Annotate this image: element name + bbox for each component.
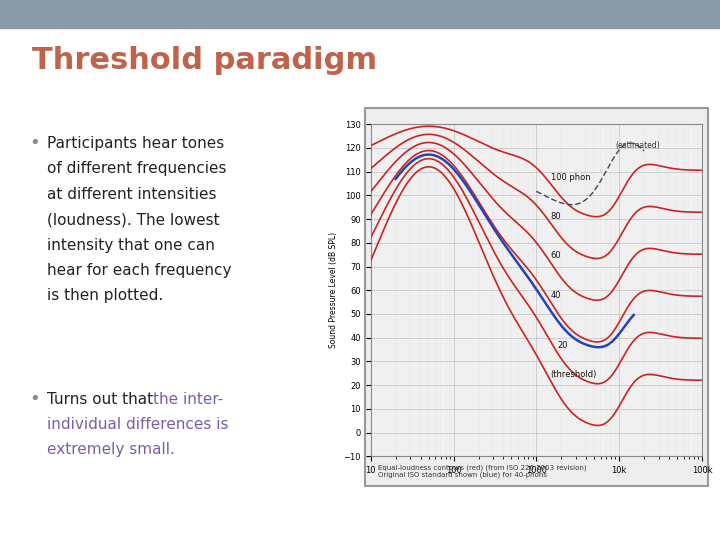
Text: 60: 60 — [551, 252, 562, 260]
Text: 20: 20 — [557, 341, 568, 350]
FancyBboxPatch shape — [365, 108, 708, 486]
Text: •: • — [29, 134, 40, 152]
Text: 100 phon: 100 phon — [551, 173, 590, 181]
Text: the inter-: the inter- — [153, 392, 224, 407]
Text: Threshold paradigm: Threshold paradigm — [32, 46, 377, 75]
Text: hear for each frequency: hear for each frequency — [47, 263, 231, 278]
Text: Equal-loudness contours (red) (from ISO 226:2003 revision)
Original ISO standard: Equal-loudness contours (red) (from ISO … — [378, 464, 587, 478]
Text: (estimated): (estimated) — [616, 141, 660, 150]
Text: Participants hear tones: Participants hear tones — [47, 136, 224, 151]
Text: Turns out that: Turns out that — [47, 392, 158, 407]
Text: intensity that one can: intensity that one can — [47, 238, 215, 253]
Text: (threshold): (threshold) — [551, 370, 597, 379]
Text: •: • — [29, 390, 40, 408]
Text: 40: 40 — [551, 291, 561, 300]
Text: at different intensities: at different intensities — [47, 187, 216, 202]
Text: 80: 80 — [551, 212, 562, 221]
Text: (loudness). The lowest: (loudness). The lowest — [47, 212, 220, 227]
Text: extremely small.: extremely small. — [47, 442, 175, 457]
Y-axis label: Sound Pressure Level (dB SPL): Sound Pressure Level (dB SPL) — [329, 232, 338, 348]
Bar — [0, 0, 720, 28]
Text: is then plotted.: is then plotted. — [47, 288, 163, 303]
Text: of different frequencies: of different frequencies — [47, 161, 226, 177]
Text: individual differences is: individual differences is — [47, 417, 228, 432]
